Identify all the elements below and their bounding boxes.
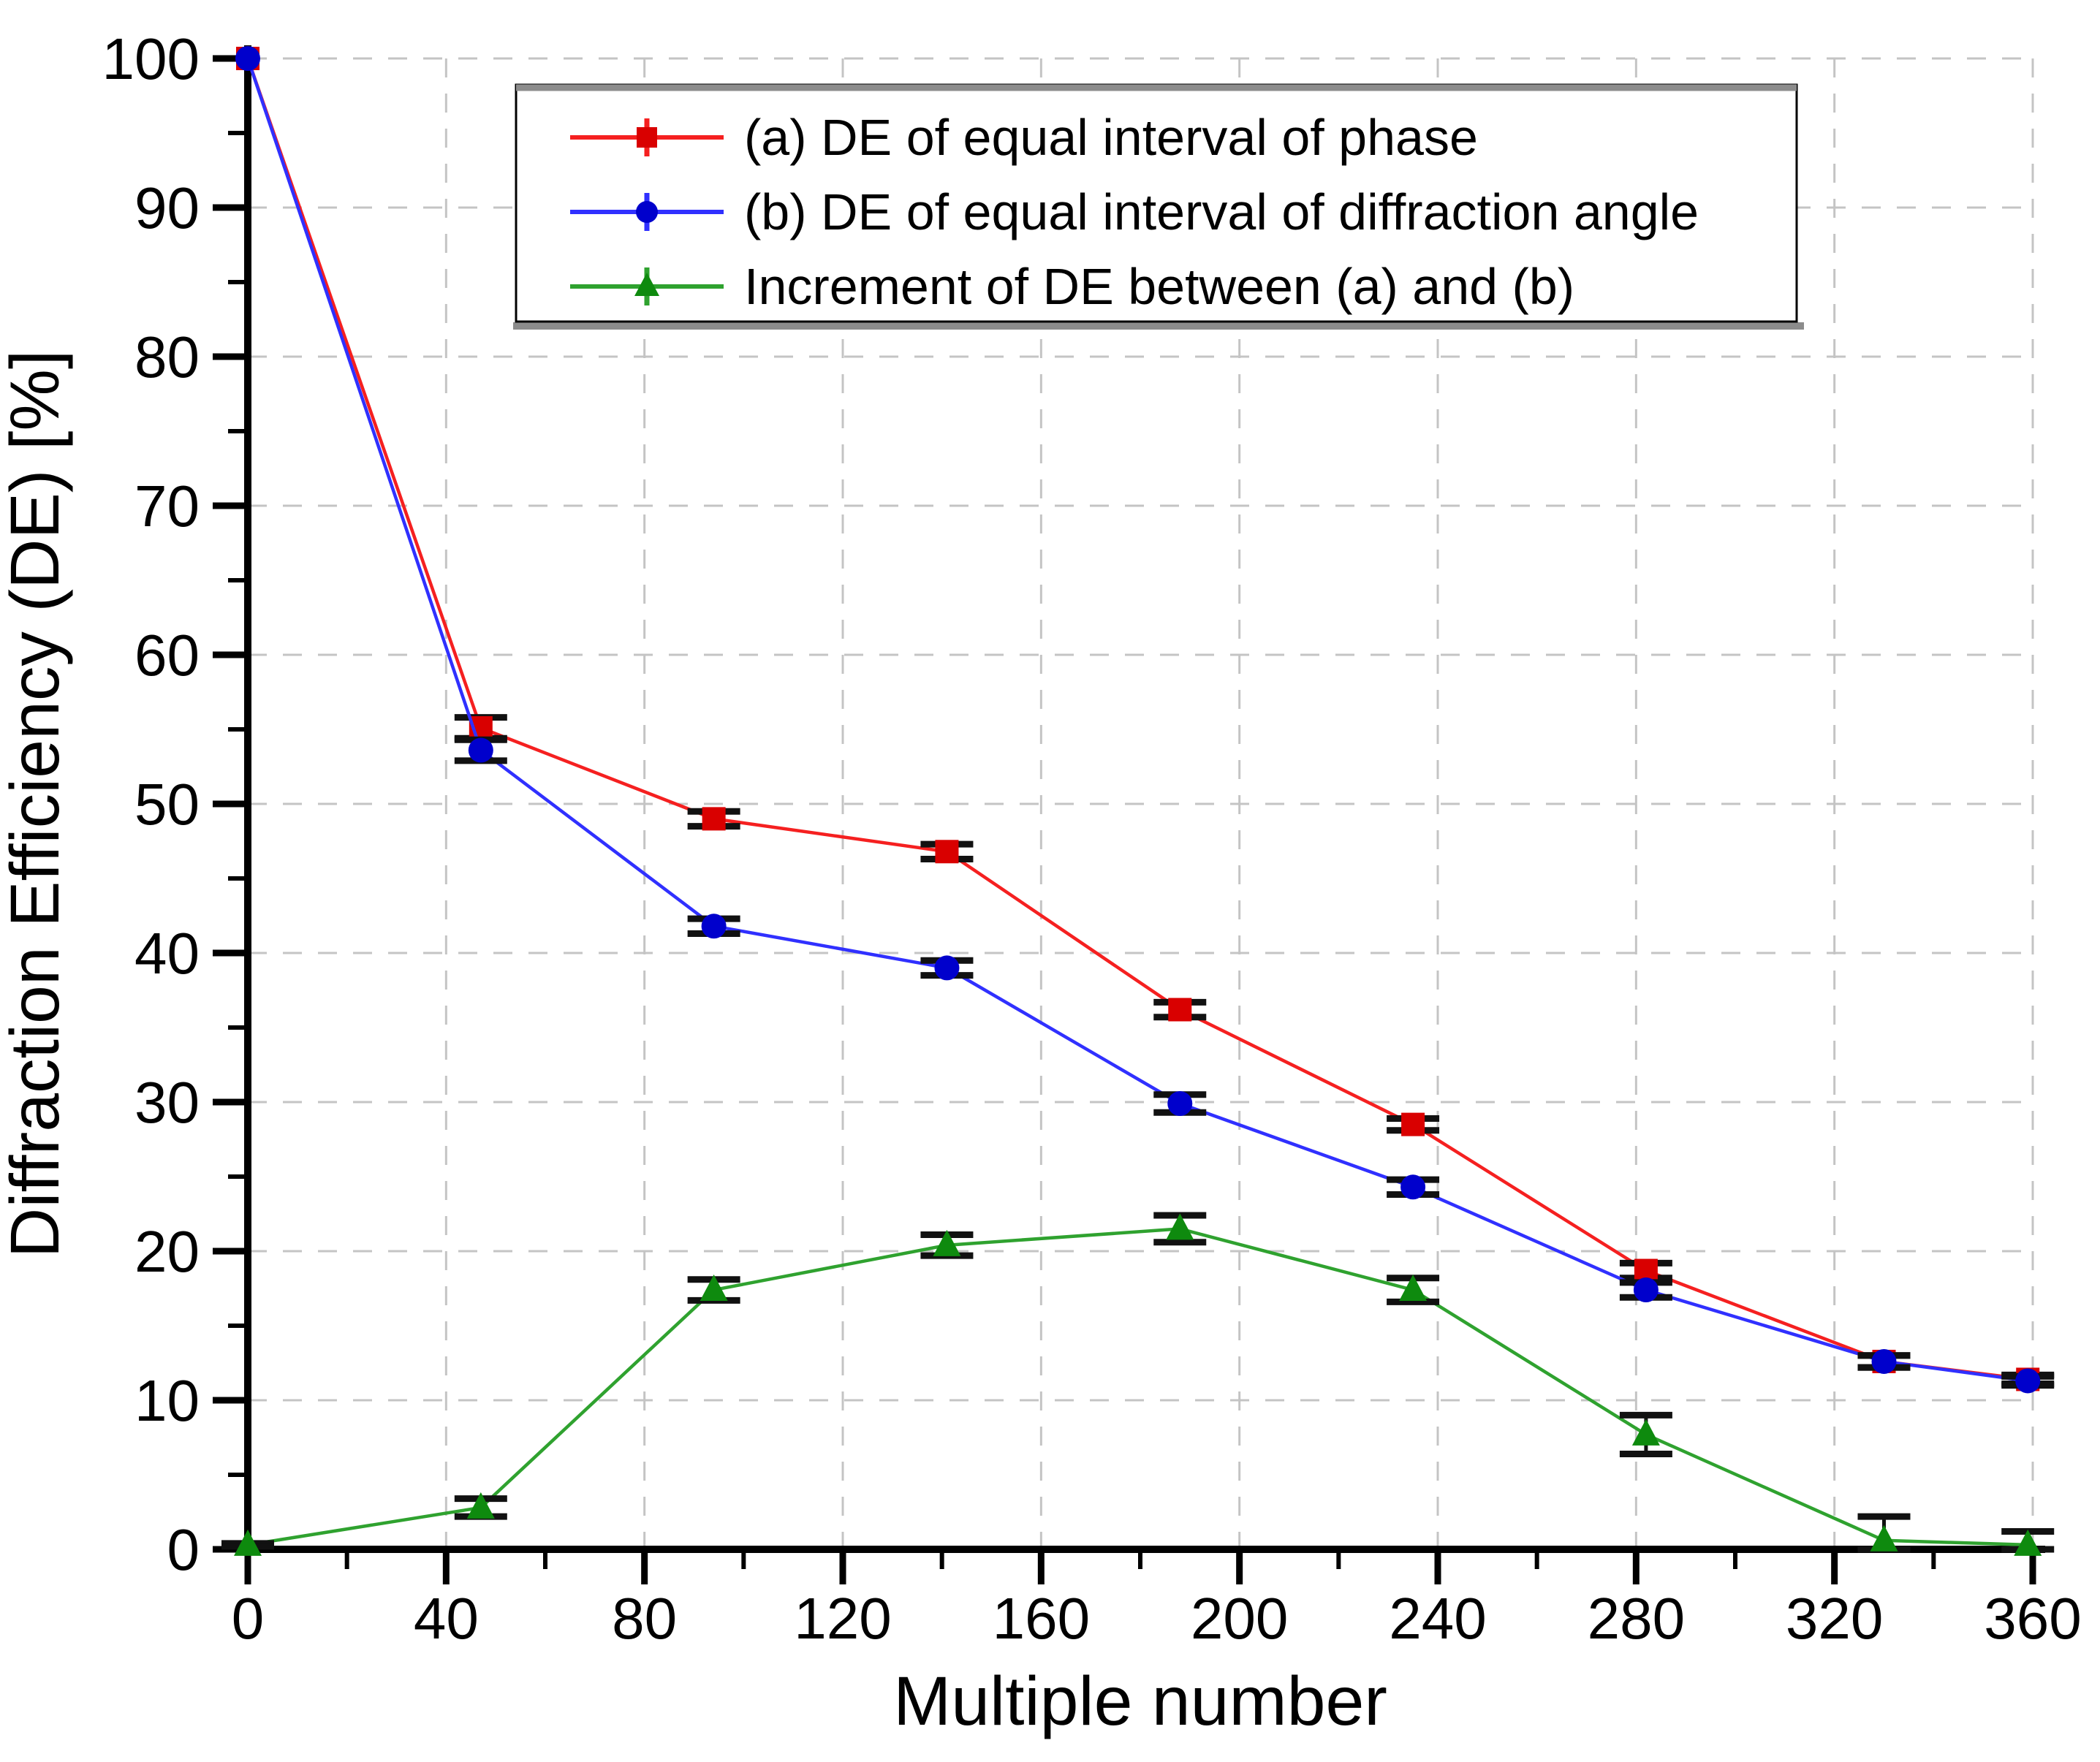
- legend-entry: (a) DE of equal interval of phase: [570, 109, 1478, 166]
- x-tick-label: 200: [1191, 1586, 1288, 1651]
- x-tick-label: 280: [1588, 1586, 1685, 1651]
- x-tick-label: 240: [1389, 1586, 1486, 1651]
- y-axis-title: Diffraction Efficiency (DE) [%]: [0, 350, 74, 1258]
- data-point-marker-3: [234, 1529, 262, 1556]
- y-tick-label: 10: [134, 1368, 200, 1433]
- x-tick-label: 160: [993, 1586, 1090, 1651]
- legend-entry-label: (a) DE of equal interval of phase: [744, 109, 1478, 166]
- data-point-marker-1: [702, 807, 726, 831]
- data-point-marker-2: [701, 914, 727, 939]
- data-point-marker-1: [935, 840, 959, 864]
- x-tick-label: 360: [1984, 1586, 2081, 1651]
- data-point-marker-3: [1631, 1419, 1660, 1446]
- legend-entry-label: (b) DE of equal interval of diffraction …: [744, 183, 1699, 240]
- data-point-marker-2: [1633, 1277, 1659, 1303]
- x-tick-label: 40: [414, 1586, 479, 1651]
- data-point-marker-1: [1168, 998, 1192, 1022]
- data-point-marker-2: [2015, 1368, 2041, 1394]
- data-point-marker-2: [1400, 1174, 1426, 1200]
- data-point-marker-2: [235, 46, 260, 71]
- axis-labels-layer: 0 40 80 120 160 200 240 280 320 360 0 10 20 30 40 50 60 7…: [0, 26, 2082, 1740]
- y-tick-label: 70: [134, 474, 200, 539]
- x-axis-title: Multiple number: [893, 1663, 1387, 1740]
- legend-frame: [515, 83, 1798, 323]
- y-tick-label: 50: [134, 772, 200, 837]
- data-point-marker-3: [1399, 1275, 1428, 1302]
- y-tick-label: 20: [134, 1219, 200, 1284]
- y-tick-label: 90: [134, 175, 200, 240]
- y-tick-label: 100: [102, 26, 200, 91]
- series-line-3: [247, 1227, 2028, 1547]
- x-tick-label: 80: [612, 1586, 677, 1651]
- y-tick-label: 30: [134, 1070, 200, 1135]
- data-point-marker-3: [933, 1229, 961, 1256]
- data-point-marker-2: [1871, 1348, 1897, 1374]
- legend-marker-triangle: [634, 273, 659, 296]
- legend-entry-label: Increment of DE between (a) and (b): [744, 258, 1574, 315]
- data-point-marker-2: [934, 955, 960, 981]
- data-point-marker-1: [1401, 1112, 1425, 1136]
- axes-layer: [213, 45, 2045, 1584]
- legend-marker-circle: [636, 201, 658, 223]
- data-point-marker-2: [1167, 1091, 1193, 1117]
- data-point-marker-3: [466, 1492, 495, 1519]
- data-point-marker-3: [1870, 1524, 1898, 1552]
- x-tick-label: 0: [232, 1586, 265, 1651]
- data-point-marker-3: [700, 1275, 728, 1302]
- y-tick-label: 80: [134, 324, 200, 390]
- x-tick-label: 320: [1786, 1586, 1883, 1651]
- y-tick-label: 0: [167, 1517, 200, 1582]
- legend-entry: (b) DE of equal interval of diffraction …: [570, 183, 1699, 240]
- x-tick-label: 120: [794, 1586, 891, 1651]
- legend-entry: Increment of DE between (a) and (b): [570, 258, 1574, 315]
- data-point-marker-2: [468, 737, 493, 763]
- data-series-layer: [221, 46, 2055, 1556]
- data-point-marker-3: [2014, 1529, 2042, 1556]
- legend-box: (a) DE of equal interval of phase (b) DE …: [513, 83, 1804, 330]
- y-tick-label: 60: [134, 623, 200, 688]
- y-tick-label: 40: [134, 921, 200, 986]
- data-point-marker-3: [1166, 1213, 1194, 1240]
- legend-marker-square: [637, 127, 657, 148]
